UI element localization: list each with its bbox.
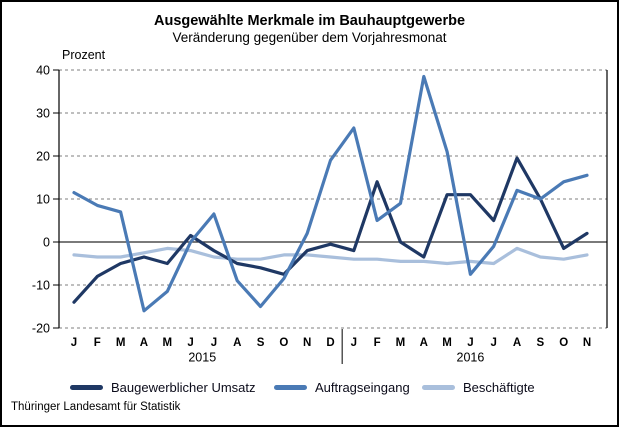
umsatz-line-swatch bbox=[70, 384, 103, 390]
month-label: J bbox=[467, 337, 473, 349]
source-attribution: Thüringer Landesamt für Statistik bbox=[11, 401, 181, 413]
legend-label-auftragseingang: Auftragseingang bbox=[315, 379, 410, 395]
month-label: A bbox=[513, 337, 521, 349]
chart-legend: Baugewerblicher Umsatz Auftragseingang B… bbox=[2, 378, 617, 396]
gridlines bbox=[53, 69, 607, 329]
year-label: 2016 bbox=[457, 351, 485, 365]
y-tick-label: 10 bbox=[36, 193, 50, 207]
series-line-umsatz bbox=[72, 156, 589, 304]
y-axis-unit-label: Prozent bbox=[62, 48, 106, 62]
month-label: A bbox=[420, 337, 428, 349]
month-label: D bbox=[326, 337, 334, 349]
month-label: F bbox=[374, 337, 381, 349]
month-label: N bbox=[303, 337, 311, 349]
year-label: 2015 bbox=[188, 351, 216, 365]
month-label: J bbox=[71, 337, 77, 349]
month-label: J bbox=[491, 337, 497, 349]
y-tick-label: 0 bbox=[43, 236, 50, 250]
y-axis-tick-labels: 40 30 20 10 0 -10 -20 bbox=[32, 64, 50, 336]
x-axis-year-labels: 2015 2016 bbox=[188, 351, 484, 365]
month-label: O bbox=[559, 337, 568, 349]
y-tick-label: 40 bbox=[36, 64, 50, 78]
month-label: A bbox=[233, 337, 241, 349]
chart-subtitle: Veränderung gegenüber dem Vorjahresmonat bbox=[172, 30, 447, 45]
beschaeftigte-line-swatch bbox=[422, 384, 455, 390]
y-tick-label: 20 bbox=[36, 150, 50, 164]
month-label: M bbox=[116, 337, 126, 349]
month-label: F bbox=[94, 337, 101, 349]
month-label: N bbox=[583, 337, 591, 349]
legend-label-beschaeftigte: Beschäftigte bbox=[463, 379, 535, 395]
month-label: M bbox=[442, 337, 452, 349]
month-label: S bbox=[537, 337, 545, 349]
legend-item-umsatz: Baugewerblicher Umsatz bbox=[70, 378, 256, 396]
month-label: O bbox=[279, 337, 288, 349]
month-label: J bbox=[211, 337, 217, 349]
month-label: M bbox=[396, 337, 406, 349]
chart-title: Ausgewählte Merkmale im Bauhauptgewerbe bbox=[153, 13, 466, 29]
month-label: S bbox=[257, 337, 265, 349]
y-tick-label: -20 bbox=[32, 322, 50, 336]
month-label: J bbox=[187, 337, 193, 349]
series-line-auftragseingang bbox=[72, 74, 589, 313]
y-tick-label: 30 bbox=[36, 107, 50, 121]
legend-item-beschaeftigte: Beschäftigte bbox=[422, 378, 535, 396]
series-line-beschaeftigte bbox=[72, 246, 589, 266]
legend-label-umsatz: Baugewerblicher Umsatz bbox=[111, 379, 256, 395]
month-label: J bbox=[351, 337, 357, 349]
auftragseingang-line-swatch bbox=[274, 384, 307, 390]
month-label: M bbox=[162, 337, 172, 349]
y-tick-label: -10 bbox=[32, 279, 50, 293]
month-label: A bbox=[140, 337, 148, 349]
legend-item-auftragseingang: Auftragseingang bbox=[274, 378, 410, 396]
